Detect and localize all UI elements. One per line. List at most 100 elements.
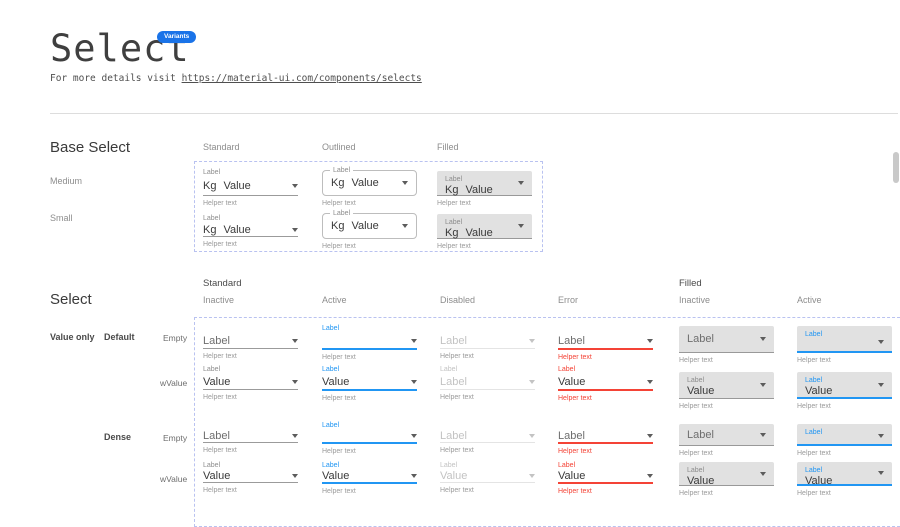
column-header-disabled: Disabled (440, 295, 476, 305)
select-input[interactable]: Kg Value (203, 177, 298, 195)
select-input[interactable]: Value (558, 470, 653, 482)
select-filled-active-wvalue[interactable]: Label Value Helper text (797, 372, 892, 410)
select-standard-active-empty[interactable]: Label Helper text (322, 324, 417, 361)
select-input[interactable]: Value (322, 470, 417, 482)
select-label: Label (203, 462, 221, 469)
select-standard-inactive-wvalue-dense[interactable]: Label Value Helper text (203, 461, 298, 494)
select-input[interactable] (322, 333, 417, 348)
select-value: Value (805, 385, 833, 397)
select-input[interactable]: Label Value (797, 462, 892, 487)
select-underline (440, 348, 535, 349)
header-divider (50, 113, 898, 114)
select-filled-inactive-wvalue[interactable]: Label Value Helper text (679, 372, 774, 410)
dropdown-arrow-icon (411, 434, 417, 438)
select-standard-inactive-empty-dense[interactable]: Label Helper text (203, 421, 298, 454)
helper-text: Helper text (203, 394, 237, 401)
helper-text: Helper text (797, 403, 831, 410)
select-value: Value (203, 470, 231, 482)
select-input[interactable]: Label (203, 430, 298, 442)
scrollbar-thumb[interactable] (893, 152, 899, 183)
select-adornment: Kg (203, 223, 217, 236)
select-standard-active-empty-dense[interactable]: Label Helper text (322, 421, 417, 455)
select-input[interactable]: Label Value (679, 462, 774, 487)
select-underline (558, 442, 653, 444)
select-filled-inactive-empty[interactable]: Label Helper text (679, 326, 774, 364)
select-filled-inactive-wvalue-dense[interactable]: Label Value Helper text (679, 462, 774, 497)
select-standard-inactive-empty[interactable]: Label Helper text (203, 324, 298, 360)
select-input[interactable]: Label (558, 333, 653, 348)
select-adornment: Kg (203, 180, 217, 192)
select-input[interactable]: Label Value (679, 372, 774, 399)
select-standard-disabled-empty-dense: Label Helper text (440, 421, 535, 454)
select-standard-inactive-wvalue[interactable]: Label Value Helper text (203, 365, 298, 401)
select-label: Label (440, 366, 458, 373)
base-select-outlined-small[interactable]: Label Kg Value Helper text (322, 209, 417, 250)
select-input[interactable]: Label (679, 326, 774, 353)
select-input[interactable]: Label Kg Value (322, 209, 417, 239)
column-header-standard: Standard (203, 142, 240, 152)
base-select-outlined-medium[interactable]: Label Kg Value Helper text (322, 166, 417, 207)
select-standard-error-wvalue[interactable]: Label Value Helper text (558, 365, 653, 402)
select-input[interactable]: Label Kg Value (437, 171, 532, 196)
select-value: Value (322, 470, 350, 482)
helper-text: Helper text (437, 200, 471, 207)
row-label-dense: Dense (104, 432, 132, 442)
select-input[interactable]: Label (203, 333, 298, 348)
select-heading: Select (50, 291, 92, 308)
select-input: Value (440, 470, 535, 482)
select-input[interactable]: Value (558, 374, 653, 389)
select-input[interactable]: Label (797, 424, 892, 446)
select-input[interactable]: Label (558, 430, 653, 442)
select-placeholder: Label (687, 333, 714, 345)
base-select-standard-medium[interactable]: Label Kg Value Helper text (203, 168, 298, 207)
select-value: Value (351, 220, 379, 232)
row-label-wvalue: wValue (160, 378, 188, 388)
select-underline (203, 442, 298, 443)
select-standard-error-empty-dense[interactable]: Label Helper text (558, 421, 653, 455)
select-filled-active-wvalue-dense[interactable]: Label Value Helper text (797, 462, 892, 497)
select-filled-active-empty[interactable]: Label Helper text (797, 326, 892, 364)
select-label: Label (687, 377, 705, 384)
select-input[interactable]: Label Kg Value (437, 214, 532, 239)
dropdown-arrow-icon (529, 474, 535, 478)
base-select-standard-small[interactable]: Label Kg Value Helper text (203, 214, 298, 248)
select-input[interactable] (322, 430, 417, 442)
select-input[interactable]: Value (322, 374, 417, 389)
dropdown-arrow-icon (518, 181, 524, 185)
helper-text: Helper text (558, 354, 592, 361)
select-input[interactable]: Label (679, 424, 774, 446)
base-select-filled-small[interactable]: Label Kg Value Helper text (437, 214, 532, 250)
select-value: Value (440, 470, 468, 482)
select-input[interactable]: Value (203, 374, 298, 389)
dropdown-arrow-icon (402, 224, 408, 228)
select-standard-error-empty[interactable]: Label Helper text (558, 324, 653, 361)
select-input[interactable]: Label Kg Value (322, 166, 417, 196)
select-adornment: Kg (331, 177, 345, 189)
select-filled-inactive-empty-dense[interactable]: Label Helper text (679, 424, 774, 457)
helper-text: Helper text (203, 487, 237, 494)
dropdown-arrow-icon (878, 382, 884, 387)
select-label: Label (805, 429, 823, 436)
select-input[interactable]: Label (797, 326, 892, 353)
select-input[interactable]: Label Value (797, 372, 892, 399)
select-value: Value (351, 177, 379, 189)
select-label: Label (440, 462, 458, 469)
base-select-container (194, 161, 543, 252)
select-filled-active-empty-dense[interactable]: Label Helper text (797, 424, 892, 457)
select-standard-error-wvalue-dense[interactable]: Label Value Helper text (558, 461, 653, 495)
dropdown-arrow-icon (647, 434, 653, 438)
helper-text: Helper text (679, 403, 713, 410)
select-value: Value (465, 184, 493, 196)
select-placeholder: Label (558, 430, 585, 442)
select-input[interactable]: Kg Value (203, 223, 298, 236)
select-adornment: Kg (445, 184, 459, 196)
select-input[interactable]: Value (203, 470, 298, 482)
select-standard-active-wvalue[interactable]: Label Value Helper text (322, 365, 417, 402)
select-standard-active-wvalue-dense[interactable]: Label Value Helper text (322, 461, 417, 495)
dropdown-arrow-icon (292, 474, 298, 478)
select-value: Value (203, 375, 231, 388)
group-header-filled: Filled (679, 278, 702, 289)
base-select-filled-medium[interactable]: Label Kg Value Helper text (437, 171, 532, 207)
select-label: Label (322, 422, 340, 429)
material-ui-link[interactable]: https://material-ui.com/components/selec… (181, 73, 422, 84)
